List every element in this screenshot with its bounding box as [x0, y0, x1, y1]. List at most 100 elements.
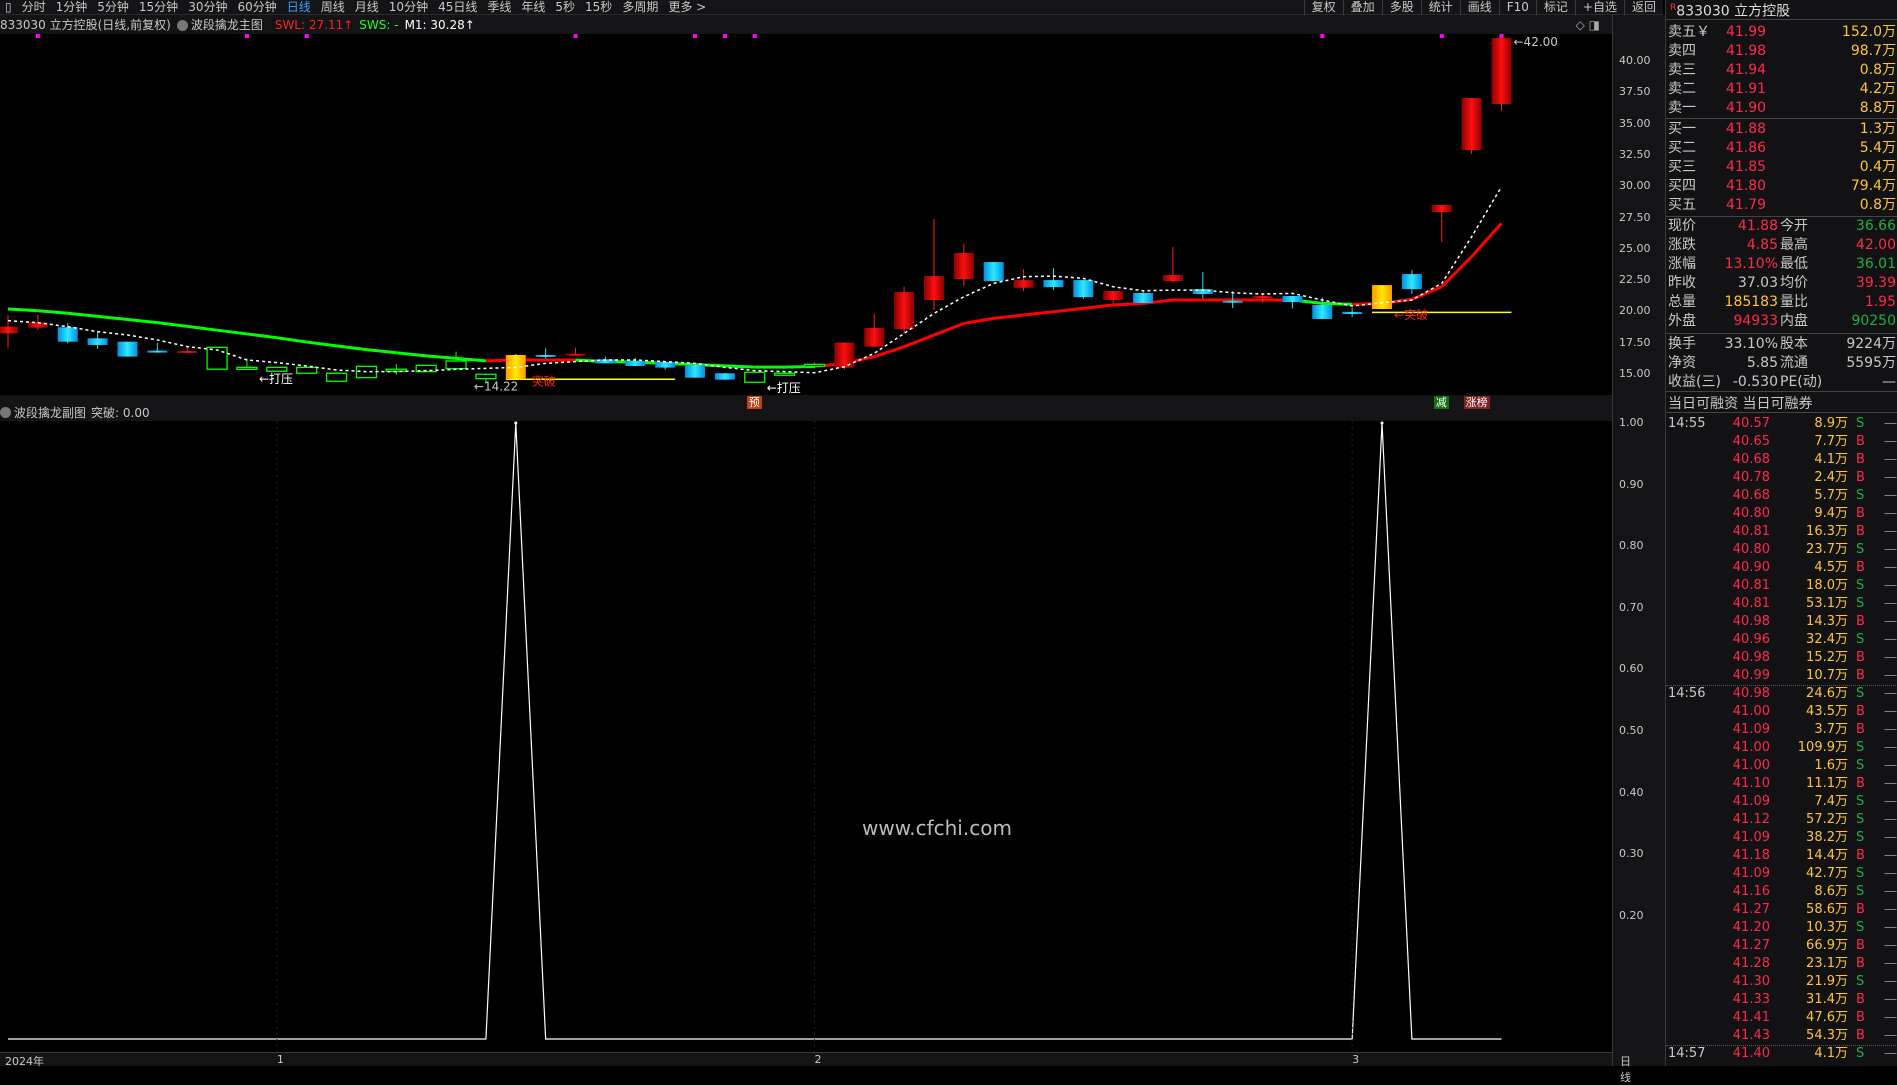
trend-line-segment — [67, 311, 98, 318]
tick-side: S — [1856, 740, 1865, 755]
tick-volume: 58.6万 — [1806, 902, 1848, 917]
chart-divider[interactable] — [0, 395, 1612, 403]
period-tab[interactable]: 1分钟 — [55, 0, 88, 14]
tick-price: 41.12 — [1732, 812, 1770, 827]
trend-line-segment — [963, 316, 994, 325]
tool-button[interactable]: 多股 — [1381, 0, 1421, 15]
candle — [1431, 205, 1452, 242]
price-tick: 20.00 — [1619, 304, 1651, 318]
candlestick-chart[interactable]: ←打压 ←14.22 突破 ←打压 ←突破 ←42.00 — [0, 34, 1612, 395]
tool-button[interactable]: 统计 — [1420, 0, 1460, 15]
tick-side: B — [1856, 452, 1865, 467]
stat-value: 36.01 — [1855, 256, 1896, 272]
candle-body — [325, 372, 348, 382]
period-tab[interactable]: 月线 — [354, 0, 379, 14]
trend-line-segment — [276, 336, 307, 344]
period-tab[interactable]: 10分钟 — [388, 0, 429, 14]
tick-volume: 53.1万 — [1806, 596, 1848, 611]
tool-button[interactable]: 返回 — [1623, 0, 1663, 15]
signal-marker — [304, 34, 309, 38]
trend-line-segment — [7, 307, 38, 313]
tick-side: S — [1856, 974, 1865, 989]
period-label[interactable]: 日线 — [1620, 1055, 1631, 1084]
candle-body — [1342, 312, 1363, 315]
tick-price: 40.81 — [1732, 596, 1770, 611]
candle-body — [1103, 291, 1124, 301]
tick-volume: 23.1万 — [1806, 956, 1848, 971]
date-axis: 日线 2024年 1 2 3 — [0, 1052, 1631, 1084]
tick-dash: — — [1884, 884, 1897, 899]
tick-row: 41.20 10.3万 S — — [1666, 919, 1897, 937]
candle — [714, 373, 735, 380]
period-tab[interactable]: 周线 — [320, 0, 345, 14]
candle-body — [475, 373, 497, 380]
stat-row: 总量 185183 量比 1.95 — [1666, 293, 1897, 312]
tick-volume: 54.3万 — [1806, 1028, 1848, 1043]
period-tab[interactable]: 60分钟 — [237, 0, 277, 14]
tick-volume: 4.1万 — [1814, 452, 1848, 467]
tick-dash: — — [1884, 524, 1897, 539]
bid-label: 买二 — [1668, 140, 1696, 156]
tick-price: 40.78 — [1732, 470, 1770, 485]
period-tab[interactable]: 更多 > — [668, 0, 707, 14]
price-tick: 25.00 — [1619, 241, 1651, 255]
tick-side: S — [1856, 920, 1865, 935]
tick-row: 40.81 16.3万 B — — [1666, 523, 1897, 541]
period-tab[interactable]: 季线 — [487, 0, 512, 14]
tick-dash: — — [1884, 812, 1897, 827]
bid-row: 买五 41.79 0.8万 — [1666, 196, 1897, 215]
tick-side: B — [1856, 668, 1865, 683]
tool-button[interactable]: F10 — [1498, 0, 1536, 15]
tool-button[interactable]: 标记 — [1535, 0, 1575, 15]
tick-volume: 10.3万 — [1806, 920, 1848, 935]
stat-value: 9224万 — [1846, 336, 1896, 352]
tick-volume: 7.7万 — [1814, 434, 1848, 449]
candle — [87, 331, 108, 349]
stat-label: 涨跌 — [1668, 237, 1696, 253]
period-tab[interactable]: 30分钟 — [188, 0, 228, 14]
candle-body — [266, 366, 288, 372]
tick-price: 41.00 — [1732, 758, 1770, 773]
tick-row: 40.99 10.7万 B — — [1666, 667, 1897, 685]
tool-button[interactable]: +自选 — [1574, 0, 1624, 15]
candle — [834, 342, 855, 370]
candle — [565, 347, 586, 356]
tick-row: 40.80 9.4万 B — — [1666, 505, 1897, 523]
bid-volume: 5.4万 — [1859, 140, 1896, 156]
ask-price: 41.99 — [1726, 24, 1767, 40]
tick-price: 41.41 — [1732, 1010, 1770, 1025]
price-tick: 40.00 — [1619, 54, 1651, 67]
period-tab[interactable]: 5分钟 — [97, 0, 129, 14]
tool-button[interactable]: 复权 — [1303, 0, 1343, 15]
tick-volume: 24.6万 — [1806, 686, 1848, 701]
period-tab[interactable]: 分时 — [21, 0, 46, 14]
stat-label: 净资 — [1668, 355, 1696, 371]
period-tab[interactable]: 多周期 — [622, 0, 659, 14]
tool-button[interactable]: 叠加 — [1342, 0, 1382, 15]
tick-dash: — — [1884, 902, 1897, 917]
stat-row: 涨跌 4.85 最高 42.00 — [1666, 236, 1897, 255]
indicator-toggle[interactable]: 波段擒龙主图 — [176, 16, 269, 33]
tool-button[interactable]: 画线 — [1459, 0, 1499, 15]
candle — [625, 357, 646, 366]
chevron-down-icon[interactable] — [0, 406, 11, 418]
tick-row: 41.18 14.4万 B — — [1666, 847, 1897, 865]
ask-row: 卖二 41.91 4.2万 — [1666, 80, 1897, 99]
tick-price: 41.16 — [1732, 884, 1770, 899]
period-tab[interactable]: 年线 — [521, 0, 546, 14]
signal-marker — [693, 34, 698, 38]
period-tab[interactable]: 5秒 — [555, 0, 576, 14]
period-tab[interactable]: 15秒 — [585, 0, 613, 14]
window-icon[interactable]: ▯ — [5, 0, 12, 14]
tick-row: 40.68 4.1万 B — — [1666, 451, 1897, 469]
period-tab[interactable]: 日线 — [286, 0, 311, 14]
period-tab[interactable]: 15分钟 — [138, 0, 179, 14]
period-tab[interactable]: 45日线 — [438, 0, 478, 14]
tick-side: S — [1856, 884, 1865, 899]
tick-row: 14:57 41.40 4.1万 S — — [1666, 1045, 1897, 1063]
candle-body — [1282, 296, 1303, 303]
sub-indicator-chart[interactable] — [0, 403, 1612, 1052]
candle — [1103, 291, 1124, 304]
candle — [655, 361, 676, 370]
layout-icons[interactable]: ◇ ◨ — [1575, 17, 1600, 32]
